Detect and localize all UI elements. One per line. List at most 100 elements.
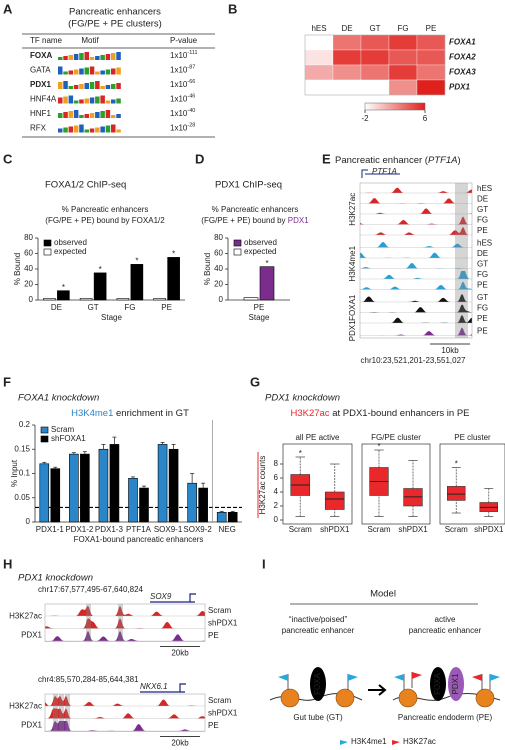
p-base: 1x10 — [170, 66, 188, 75]
motif-letter — [95, 56, 100, 60]
coordinates: chr10:23,521,201-23,551,027 — [361, 356, 467, 365]
column-header: P-value — [170, 36, 198, 45]
panel-title: Pancreatic enhancer (PTF1A) — [335, 155, 461, 166]
motif-letter — [105, 100, 111, 104]
y-tick-label: 40 — [214, 264, 223, 273]
heat-cell — [416, 64, 446, 81]
motif-letter — [84, 67, 89, 75]
legend-label: expected — [54, 247, 86, 256]
track-label: PE — [208, 631, 219, 640]
x-tick-label: NEG — [219, 525, 236, 534]
motif-letter — [68, 70, 74, 75]
bar — [39, 463, 50, 523]
motif-letter — [63, 56, 68, 60]
legend-swatch — [392, 740, 400, 745]
heat-cell — [304, 64, 334, 81]
chart-title: H3K27ac at PDX1-bound enhancers in PE — [290, 408, 469, 419]
y-tick-label: 0 — [26, 517, 31, 526]
motif-letter — [105, 69, 111, 75]
motif-letter — [68, 86, 74, 89]
title-part: Pancreatic enhancer ( — [335, 155, 429, 166]
p-base: 1x10 — [170, 95, 188, 104]
x-tick-label: Scram — [289, 525, 312, 534]
coordinates: chr4:85,570,284-85,644,381 — [38, 675, 139, 684]
panel-heading: FOXA1 knockdown — [18, 393, 99, 404]
y-tick-label: 80 — [24, 233, 33, 242]
track-group-label: H3K4me1 — [348, 245, 357, 281]
bar — [128, 478, 138, 523]
motif-letter — [95, 81, 100, 89]
factor — [448, 667, 464, 701]
motif-letter — [105, 85, 111, 89]
motif-letter — [95, 71, 100, 75]
motif-letter — [105, 54, 111, 60]
chart-title: PDX1 ChIP-seq — [215, 180, 282, 191]
chart-subtitle: (FG/PE + PE) bound by FOXA1/2 — [45, 216, 165, 225]
column-label: hES — [311, 24, 326, 33]
legend-label: Scram — [51, 425, 74, 434]
track-label: PE — [208, 721, 219, 730]
motif-letter — [58, 128, 63, 133]
motif-letter — [105, 110, 111, 118]
motif-letter — [79, 84, 84, 89]
model-title: Model — [370, 589, 396, 600]
table-subtitle: (FG/PE + PE clusters) — [68, 19, 162, 30]
heat-cell — [332, 34, 362, 51]
x-axis-label: Stage — [249, 313, 270, 322]
legend-label: H3K27ac — [403, 737, 436, 746]
track-group-label: H3K27ac — [9, 612, 42, 621]
x-tick-label: SOX9-1 — [154, 525, 183, 534]
motif-letter — [84, 52, 89, 60]
signal-track — [360, 271, 472, 279]
motif-letter — [111, 99, 116, 104]
chart-title: H3K4me1 enrichment in GT — [71, 408, 189, 419]
nucleosome — [280, 688, 300, 708]
bar — [130, 264, 144, 301]
x-tick-label: shPDX1 — [398, 525, 428, 534]
stage-label: GT — [477, 205, 488, 214]
bar — [109, 444, 120, 523]
motif-letter — [89, 82, 95, 89]
bar — [187, 482, 197, 523]
subplot-frame — [282, 443, 353, 525]
panel-heading: PDX1 knockdown — [18, 573, 93, 584]
motif-letter — [116, 67, 121, 75]
signal-track — [360, 281, 472, 290]
motif-letter — [100, 55, 105, 60]
colorbar-label: 6 — [423, 114, 428, 123]
gene-label: PTF1A — [372, 167, 397, 176]
heat-cell — [388, 49, 418, 66]
stage-label: FG — [477, 304, 488, 313]
significance: * — [299, 449, 302, 458]
bar — [157, 444, 168, 523]
motif-letter — [73, 110, 79, 118]
chart-title: FOXA1/2 ChIP-seq — [45, 180, 126, 191]
signal-track — [45, 606, 205, 616]
y-tick-label: 6 — [274, 473, 279, 482]
motif-letter — [100, 86, 105, 89]
scale-label: 20kb — [171, 739, 189, 748]
y-tick-label: 0 — [29, 295, 34, 304]
p-value: 1x10-87 — [170, 65, 195, 75]
panel-letter: H — [3, 556, 12, 571]
track-group-label: PDX1 — [348, 320, 357, 341]
p-exp: -111 — [187, 50, 197, 56]
bar — [139, 487, 149, 523]
motif-letter — [100, 111, 105, 118]
p-value: 1x10-111 — [170, 50, 198, 60]
bar — [57, 290, 70, 301]
motif-letter — [89, 66, 95, 75]
significance: * — [265, 259, 268, 268]
heat-cell — [388, 64, 418, 81]
subplot-title: PE cluster — [454, 433, 491, 442]
state-label: pancreatic enhancer — [282, 626, 355, 635]
motif-letter — [68, 111, 74, 118]
stage-label: FG — [477, 270, 488, 279]
track-group-label: H3K27ac — [9, 702, 42, 711]
heat-cell — [304, 49, 334, 66]
y-tick-label: 60 — [24, 249, 33, 258]
track-label: Scram — [208, 696, 231, 705]
motif-letter — [89, 57, 95, 60]
signal-track — [360, 227, 472, 235]
nucleosome — [398, 688, 418, 708]
